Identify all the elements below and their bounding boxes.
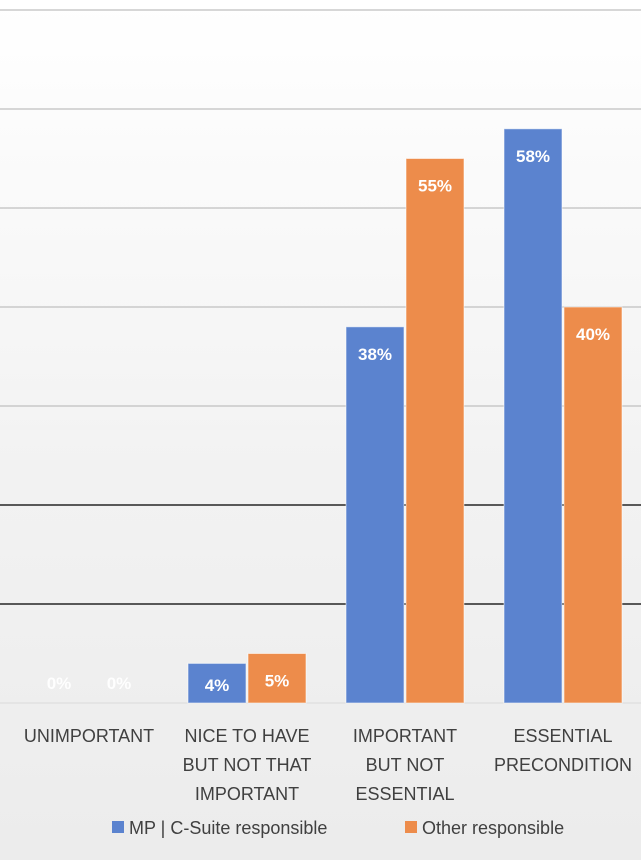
category-label: BUT NOT THAT (183, 755, 312, 775)
data-label: 40% (576, 325, 610, 344)
category-label: NICE TO HAVE (184, 726, 309, 746)
data-label: 5% (265, 671, 290, 690)
category-label: ESSENTIAL (355, 784, 454, 804)
bars (187, 128, 623, 704)
category-label: BUT NOT (366, 755, 445, 775)
data-label: 38% (358, 345, 392, 364)
legend-swatch (405, 821, 417, 833)
bar (503, 128, 563, 704)
data-label: 0% (107, 674, 132, 693)
legend-label: MP | C-Suite responsible (129, 818, 327, 838)
gridlines (0, 9, 641, 704)
bar (345, 326, 405, 704)
bar (247, 653, 307, 704)
category-label: IMPORTANT (353, 726, 457, 746)
data-label: 0% (47, 674, 72, 693)
legend: MP | C-Suite responsible Other responsibl… (112, 818, 564, 838)
bar (405, 158, 465, 704)
data-label: 4% (205, 676, 230, 695)
legend-swatch (112, 821, 124, 833)
category-label: PRECONDITION (494, 755, 632, 775)
category-label: IMPORTANT (195, 784, 299, 804)
legend-label: Other responsible (422, 818, 564, 838)
category-label: ESSENTIAL (513, 726, 612, 746)
data-labels: 0% 0% 4% 5% 38% 55% 58% 40% (47, 147, 610, 695)
category-label: UNIMPORTANT (24, 726, 154, 746)
category-axis: UNIMPORTANT NICE TO HAVE BUT NOT THAT IMPOR… (24, 726, 632, 804)
data-label: 58% (516, 147, 550, 166)
bar (563, 306, 623, 704)
bar (187, 662, 247, 704)
data-label: 55% (418, 177, 452, 196)
